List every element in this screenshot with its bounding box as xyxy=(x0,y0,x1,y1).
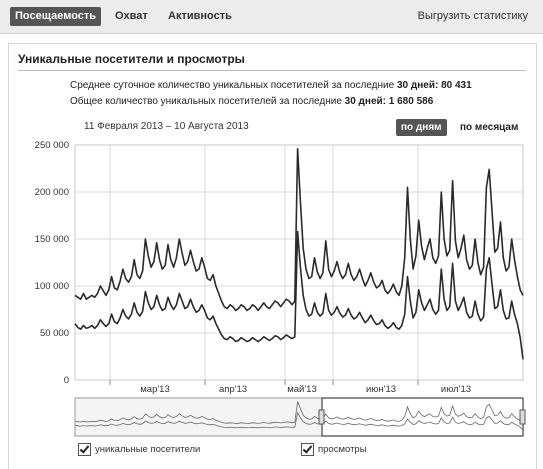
unique-visitors-checkbox[interactable] xyxy=(78,442,91,456)
by-day-toggle[interactable]: по дням xyxy=(396,119,447,136)
export-statistics-link[interactable]: Выгрузить статистику xyxy=(417,10,528,22)
top-navigation-bar: Посещаемость Охват Активность Выгрузить … xyxy=(0,0,543,34)
total-stat-days: 30 дней: xyxy=(344,96,386,107)
tab-reach[interactable]: Охват xyxy=(115,10,148,22)
date-range[interactable]: 11 Февраля 2013 – 10 Августа 2013 xyxy=(84,121,249,132)
x-tick-label: июн'13 xyxy=(366,384,396,395)
x-tick-label: июл'13 xyxy=(441,384,471,395)
legend-unique-label: уникальные посетители xyxy=(95,443,201,455)
total-stat-text: Общее количество уникальных посетителей … xyxy=(70,96,345,107)
series-line-views xyxy=(74,148,524,312)
y-tick-label: 200 000 xyxy=(35,187,69,198)
tab-attendance[interactable]: Посещаемость xyxy=(10,7,102,26)
avg-stat-days: 30 дней: xyxy=(396,80,439,91)
y-tick-label: 0 xyxy=(64,375,69,386)
avg-daily-visitors-stat: Среднее суточное количество уникальных п… xyxy=(70,80,472,91)
range-handle-left[interactable] xyxy=(318,409,325,425)
y-tick-label: 50 000 xyxy=(40,328,69,339)
views-checkbox[interactable] xyxy=(301,442,314,456)
total-stat-value: 1 680 586 xyxy=(388,96,434,107)
title-divider xyxy=(18,70,526,71)
navigator-line-views xyxy=(74,401,524,424)
total-visitors-stat: Общее количество уникальных посетителей … xyxy=(70,96,433,107)
x-tick-label: мар'13 xyxy=(140,384,169,395)
legend-views-label: просмотры xyxy=(318,443,367,455)
tab-activity[interactable]: Активность xyxy=(168,10,232,22)
avg-stat-text: Среднее суточное количество уникальных п… xyxy=(70,80,397,91)
legend-views[interactable]: просмотры xyxy=(301,441,367,457)
range-selection-window[interactable] xyxy=(321,397,524,437)
range-handle-right[interactable] xyxy=(519,409,526,425)
y-tick-label: 250 000 xyxy=(35,140,69,151)
y-tick-label: 100 000 xyxy=(35,281,69,292)
x-tick-label: апр'13 xyxy=(219,384,247,395)
series-line-unique-visitors xyxy=(74,230,524,360)
y-tick-label: 150 000 xyxy=(35,234,69,245)
by-month-toggle[interactable]: по месяцам xyxy=(460,122,519,133)
section-title: Уникальные посетители и просмотры xyxy=(18,52,245,66)
x-tick-label: май'13 xyxy=(287,384,317,395)
avg-stat-value: 80 431 xyxy=(441,80,472,91)
legend-unique-visitors[interactable]: уникальные посетители xyxy=(78,441,200,457)
navigator-line-unique-visitors xyxy=(74,411,524,431)
